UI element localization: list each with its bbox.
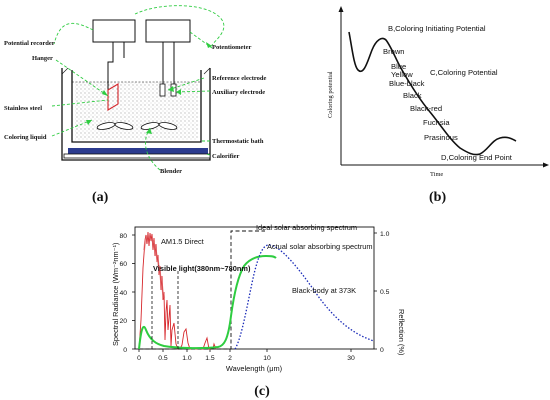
x-ticks-c [138,349,352,352]
label-b-initiating: B,Coloring Initiating Potential [388,24,486,33]
label-calorifier: Calorifier [212,153,240,160]
label-b-brown: Brown [383,47,405,56]
annotation-blackbody: Black-body at 373K [292,286,356,295]
panel-c-tag: (c) [254,384,270,399]
calorifier-base [63,153,211,159]
am15-direct-spectrum-shadow [142,234,166,299]
stainless-steel-sample [107,83,119,111]
thermostatic-bath-wall [61,68,211,161]
right-ticks-c [374,232,377,350]
panel-a-tag: (a) [92,190,109,205]
x-tick-05: 0.5 [158,355,168,362]
am15-direct-spectrum [138,231,217,350]
right-tick-05: 0.5 [380,289,390,296]
label-potential-recorder: Potential recorder [4,40,55,47]
label-potentiometer: Potentiometer [212,44,251,51]
label-b-blue: Blue [391,62,406,71]
axis-b-xlabel: Time [430,171,443,178]
label-reference-electrode: Reference electrode [212,75,267,82]
panel-b-tag: (b) [429,190,446,205]
axis-c-ylabel-left: Spectral Radiance (Wm⁻²nm⁻¹) [111,243,120,347]
left-tick-0: 0 [123,347,127,354]
left-tick-60: 60 [119,261,127,268]
annotation-actual: Actual solar absorbing spectrum [267,242,373,251]
ideal-absorbing-spectrum [139,230,265,350]
label-stainless-steel: Stainless steel [4,105,42,112]
x-tick-30: 30 [347,355,355,362]
panel-a-apparatus-diagram: Potential recorder Hanger Stainless stee… [4,5,267,205]
left-tick-20: 20 [119,318,127,325]
annotation-ideal: Ideal solar absorbing spectrum [256,223,357,232]
leader-arrowheads-a [86,42,212,134]
blender-left [96,122,134,130]
axis-c-ylabel-right: Reflection (%) [397,309,406,355]
label-b-fuchsia: Fuchsia [423,118,450,127]
label-b-blue-black: Blue-black [389,79,425,88]
plot-c-frame [134,226,375,350]
label-b-black-red: Black-red [410,104,442,113]
left-ticks-c [132,234,135,350]
blackbody-373k-curve [234,244,375,350]
x-tick-15: 1.5 [205,355,215,362]
label-b-prasinous: Prasinous [424,133,458,142]
inner-beaker-wall [71,70,202,143]
right-tick-10: 1.0 [380,231,390,238]
left-tick-40: 40 [119,290,127,297]
reference-electrode [159,83,166,97]
x-tick-10um: 10 [263,355,271,362]
potential-recorder-box [92,19,136,43]
label-b-yellow: Yellow [391,70,413,79]
annotation-am15: AM1.5 Direct [161,237,204,246]
axis-c-xlabel: Wavelength (μm) [226,364,282,373]
label-blender: Blender [160,168,182,175]
axis-b-x-arrow [543,162,549,168]
calorifier-plate [68,148,208,154]
coloring-potential-curve [348,31,517,156]
hanger-wire [107,42,114,90]
actual-absorbing-spectrum [138,254,277,350]
label-coloring-liquid: Coloring liquid [4,134,47,141]
axis-b-ylabel: Coloring potential [327,71,334,118]
x-tick-10: 1.0 [182,355,192,362]
panel-b-potential-curve: B,Coloring Initiating Potential Brown Bl… [327,6,549,205]
label-b-coloring-potential: C,Coloring Potential [430,68,498,77]
hatch-left-1 [61,67,69,75]
label-b-black: Black [403,91,422,100]
label-hanger: Hanger [32,55,53,62]
label-b-end-point: D,Coloring End Point [441,153,513,162]
annotation-visible: Visible light(380nm~780nm) [153,264,251,273]
axis-b-y-arrow [338,6,344,12]
left-tick-80: 80 [119,233,127,240]
x-tick-2: 2 [228,355,232,362]
label-auxiliary-electrode: Auxiliary electrode [212,89,265,96]
blender-right [140,122,178,130]
label-thermostatic-bath: Thermostatic bath [212,138,264,145]
hatch-right-1 [203,67,211,75]
panel-c-solar-spectrum: 0 20 40 60 80 0 0.5 1.0 0 0.5 1.0 1.5 2 … [111,223,406,399]
potentiometer-box [145,19,191,43]
right-tick-0: 0 [380,347,384,354]
x-tick-0: 0 [137,355,141,362]
